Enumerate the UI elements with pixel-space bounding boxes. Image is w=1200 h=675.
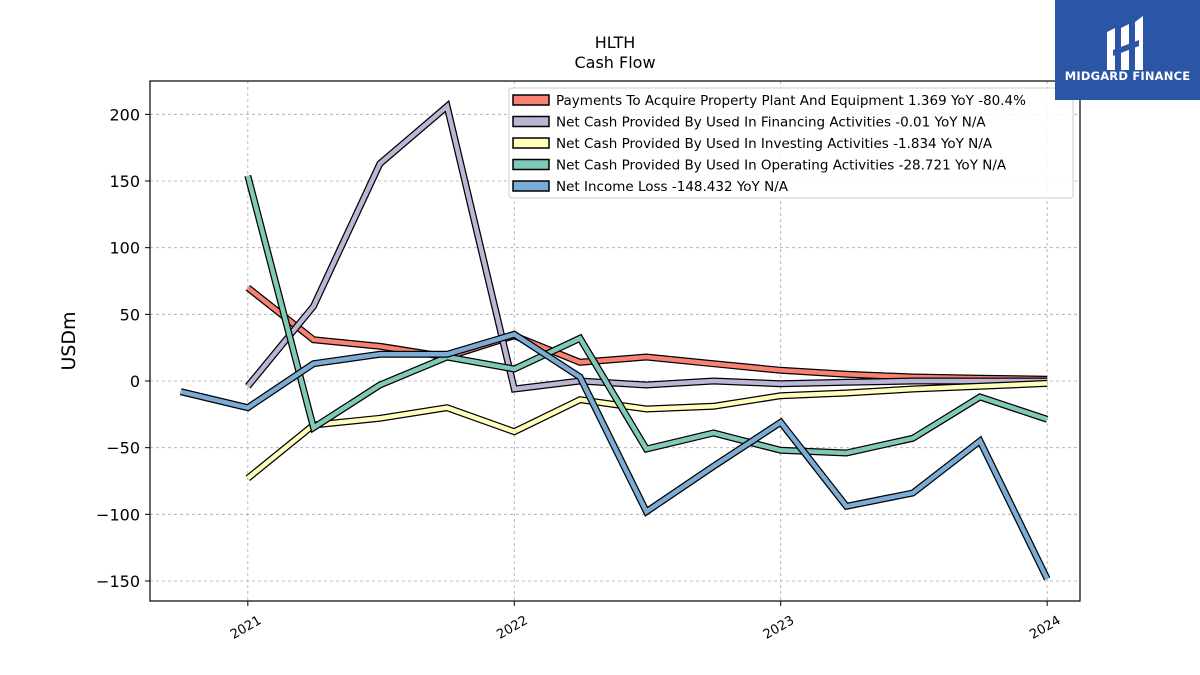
legend-frame <box>508 87 1074 199</box>
series-line <box>245 175 1048 456</box>
legend-label: Net Cash Provided By Used In Financing A… <box>556 115 986 131</box>
y-tick-label: 0 <box>130 372 140 391</box>
chart-title: HLTH <box>595 33 636 52</box>
series-line <box>246 102 1048 392</box>
y-axis: −150 −100 −50 0 50 100 150 200 <box>96 105 150 591</box>
legend-label: Net Income Loss -148.432 YoY N/A <box>556 179 789 195</box>
x-tick-label: 2023 <box>761 613 797 643</box>
series-line <box>180 331 1050 580</box>
legend-swatch <box>512 180 550 192</box>
y-tick-label: 100 <box>109 239 140 258</box>
legend-label: Net Cash Provided By Used In Investing A… <box>556 136 993 152</box>
y-tick-label: −150 <box>96 572 140 591</box>
legend-swatch <box>512 137 550 149</box>
y-axis-label: USDm <box>58 311 80 370</box>
plot-frame <box>149 80 1081 602</box>
legend-label: Net Cash Provided By Used In Operating A… <box>556 158 1007 174</box>
y-tick-label: −50 <box>106 439 140 458</box>
legend-swatch <box>512 158 550 171</box>
chart-subtitle: Cash Flow <box>574 53 655 72</box>
brand-name: MIDGARD FINANCE <box>1064 69 1191 83</box>
x-tick-label: 2024 <box>1027 613 1063 643</box>
x-axis: 2021 2022 2023 2024 <box>228 601 1063 643</box>
x-tick-label: 2021 <box>228 613 264 643</box>
y-tick-label: 150 <box>109 172 140 191</box>
legend-swatch <box>512 115 550 128</box>
series-layer <box>179 99 1051 581</box>
series-line-outline <box>179 330 1051 581</box>
series-line-outline <box>245 284 1048 383</box>
brand-logo: MIDGARD FINANCE <box>1055 0 1200 100</box>
y-tick-label: 50 <box>120 305 140 324</box>
legend-label: Payments To Acquire Property Plant And E… <box>556 93 1026 109</box>
y-tick-label: −100 <box>96 505 140 524</box>
legend-swatch <box>512 94 550 106</box>
brand-mark-icon <box>1107 16 1143 70</box>
series-line <box>246 381 1048 481</box>
legend: Payments To Acquire Property Plant And E… <box>508 87 1074 199</box>
y-tick-label: 200 <box>109 105 140 124</box>
series-line <box>246 285 1048 382</box>
x-tick-label: 2022 <box>494 613 530 643</box>
